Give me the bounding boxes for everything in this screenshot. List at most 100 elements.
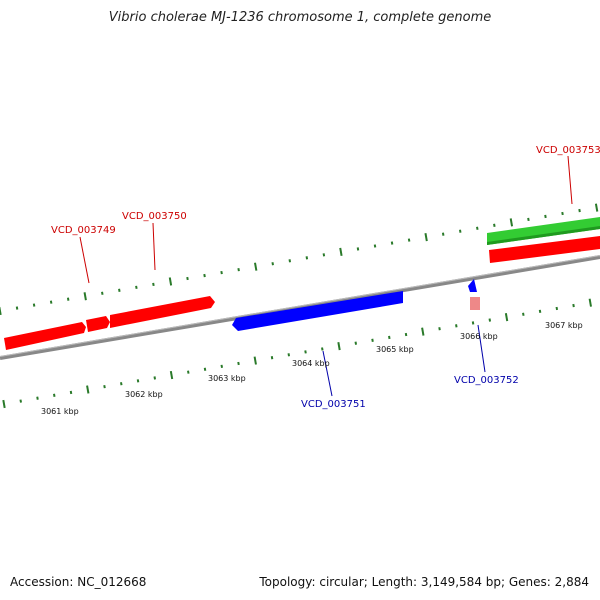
tick-label-3062: 3062 kbp [125, 390, 163, 399]
inner-minor-tick [270, 356, 274, 360]
map-title: Vibrio cholerae MJ-1236 chromosome 1, co… [108, 10, 492, 25]
outer-minor-tick [322, 253, 326, 257]
inner-minor-tick [19, 399, 22, 403]
inner-minor-tick [572, 303, 575, 308]
tick-label-3065: 3065 kbp [376, 345, 414, 354]
outer-minor-tick [186, 276, 189, 281]
accession-text: Accession: NC_012668 [10, 575, 147, 589]
outer-minor-tick [101, 291, 104, 295]
inner-minor-tick [388, 335, 391, 340]
inner-major-tick [2, 399, 6, 409]
outer-tick-track [0, 203, 599, 316]
gene-label-vcd-003749[interactable]: VCD_003749 [51, 225, 116, 236]
outer-minor-tick [152, 282, 155, 287]
inner-minor-tick [455, 324, 458, 328]
outer-minor-tick [527, 217, 530, 222]
inner-minor-tick [354, 341, 358, 345]
inner-minor-tick [371, 338, 374, 342]
outer-minor-tick [220, 270, 223, 275]
outer-minor-tick [203, 273, 206, 278]
outer-minor-tick [66, 297, 70, 301]
outer-minor-tick [578, 208, 581, 213]
topology-summary: Topology: circular; Length: 3,149,584 bp… [259, 575, 589, 589]
inner-major-tick [253, 356, 257, 365]
outer-minor-tick [441, 232, 445, 236]
outer-minor-tick [118, 288, 121, 292]
gene-label-vcd-003751[interactable]: VCD_003751 [301, 399, 366, 410]
inner-minor-tick [321, 347, 324, 351]
outer-minor-tick [15, 306, 19, 310]
tick-label-3066: 3066 kbp [460, 332, 498, 341]
inner-tick-track [2, 298, 592, 409]
outer-minor-tick [476, 226, 479, 230]
inner-minor-tick [69, 390, 73, 395]
outer-major-tick [339, 247, 343, 257]
inner-minor-tick [36, 396, 39, 400]
inner-minor-tick [220, 364, 224, 369]
inner-major-tick [504, 313, 509, 322]
outer-major-tick [83, 292, 87, 301]
inner-minor-tick [522, 312, 525, 316]
leader-vcd-003751 [322, 350, 333, 397]
inner-minor-tick [153, 376, 157, 380]
outer-major-tick [594, 203, 599, 212]
outer-minor-tick [458, 229, 462, 233]
inner-minor-tick [404, 332, 408, 337]
outer-minor-tick [32, 303, 36, 307]
inner-minor-tick [203, 367, 207, 371]
inner-major-tick [337, 341, 341, 351]
leader-vcd-003749 [79, 236, 90, 284]
outer-major-tick [424, 233, 428, 242]
inner-minor-tick [287, 353, 291, 357]
inner-minor-tick [538, 309, 542, 314]
inner-minor-tick [438, 327, 441, 331]
outer-minor-tick [561, 211, 564, 216]
tick-label-3064: 3064 kbp [292, 359, 330, 368]
inner-major-tick [421, 327, 425, 336]
outer-minor-tick [271, 262, 274, 266]
gene-label-vcd-003750[interactable]: VCD_003750 [122, 211, 187, 222]
outer-minor-tick [288, 259, 292, 263]
outer-minor-tick [305, 256, 309, 260]
tick-label-3067: 3067 kbp [545, 321, 583, 330]
outer-minor-tick [356, 247, 360, 251]
outer-minor-tick [390, 241, 394, 245]
feature-rna-shade [487, 226, 600, 245]
outer-minor-tick [49, 300, 53, 304]
genome-backbone [0, 255, 600, 360]
inner-minor-tick [304, 350, 307, 354]
feature-reverse-2[interactable] [468, 279, 477, 292]
tick-label-3061: 3061 kbp [41, 407, 79, 416]
genome-backbone-highlight [0, 255, 600, 357]
outer-minor-tick [544, 214, 547, 219]
leader-vcd-003750 [152, 222, 156, 271]
inner-minor-tick [555, 306, 559, 311]
feature-forward-3[interactable] [110, 296, 215, 328]
inner-minor-tick [103, 384, 106, 389]
feature-forward-4[interactable] [489, 236, 600, 263]
outer-major-tick [168, 277, 173, 286]
outer-minor-tick [407, 238, 411, 242]
gene-label-vcd-003752[interactable]: VCD_003752 [454, 375, 519, 386]
outer-major-tick [0, 306, 2, 316]
inner-major-tick [588, 298, 592, 307]
inner-major-tick [86, 385, 90, 394]
gene-label-vcd-003753[interactable]: VCD_003753 [536, 145, 600, 156]
inner-minor-tick [136, 379, 140, 383]
feature-forward-2[interactable] [86, 316, 110, 332]
leader-vcd-003753 [567, 155, 573, 205]
outer-minor-tick [373, 244, 377, 248]
outer-minor-tick [237, 267, 240, 272]
inner-minor-tick [471, 321, 475, 325]
feature-reverse-1[interactable] [232, 291, 403, 331]
inner-minor-tick [53, 393, 56, 397]
outer-minor-tick [135, 285, 138, 290]
outer-minor-tick [493, 223, 496, 227]
inner-minor-tick [120, 382, 123, 386]
inner-minor-tick [187, 370, 190, 374]
feature-forward-1[interactable] [4, 322, 86, 350]
leader-vcd-003752 [477, 324, 486, 373]
feature-pseudo[interactable] [470, 297, 480, 310]
tick-label-3063: 3063 kbp [208, 374, 246, 383]
